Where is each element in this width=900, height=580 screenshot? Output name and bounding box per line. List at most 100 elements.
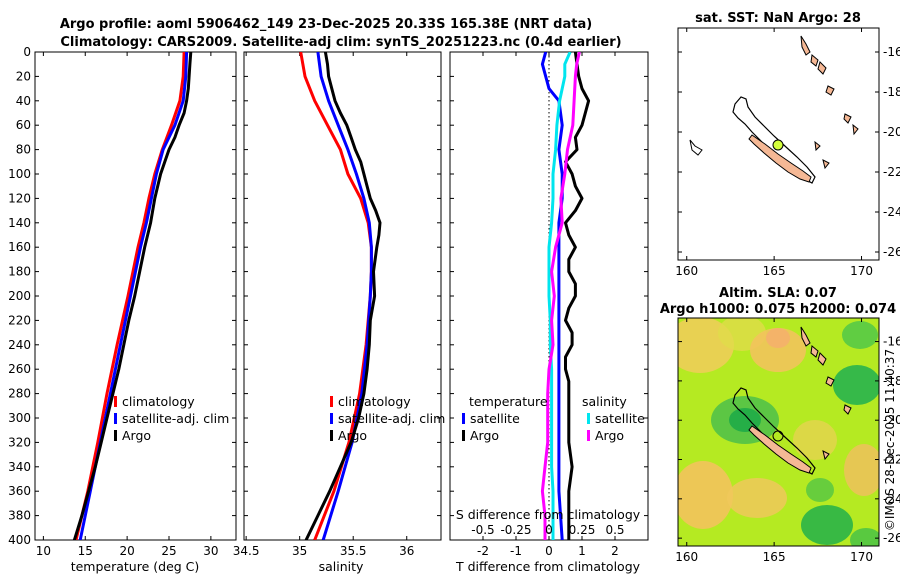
series-line-temperature-argo xyxy=(564,52,591,540)
map-y-tick-label: -26 xyxy=(883,245,900,259)
x-tick-label: 35.5 xyxy=(340,544,367,558)
difference-xlabel: T difference from climatology xyxy=(455,559,641,574)
map-y-tick-label: -20 xyxy=(883,125,900,139)
y-tick-label: 220 xyxy=(8,313,31,327)
legend-climatology: climatology xyxy=(338,394,411,409)
x-tick-label: 35 xyxy=(292,544,307,558)
y-tick-label: 340 xyxy=(8,460,31,474)
map-y-tick-label: -24 xyxy=(883,492,900,506)
salinity-panel: 34.5 35 35.5 36 xyxy=(233,51,442,558)
y-tick-label: 60 xyxy=(16,118,31,132)
y-tick-label: 180 xyxy=(8,265,31,279)
legend-satellite: satellite-adj. clim xyxy=(338,411,445,426)
sst-map: 160 165 170 -16 -18 -20 -22 -24 -26 xyxy=(675,27,900,278)
x-tick-label: 15 xyxy=(78,544,93,558)
vanuatu-island xyxy=(825,85,835,96)
series-line-argo xyxy=(72,52,193,540)
sla-high xyxy=(793,420,837,460)
map-y-tick-label: -18 xyxy=(883,85,900,99)
vanuatu-island xyxy=(843,404,852,415)
vanuatu-island xyxy=(810,345,819,358)
map-y-tick-label: -20 xyxy=(883,413,900,427)
x-tick-label: 25 xyxy=(161,544,176,558)
legend-swatch-t-argo xyxy=(462,430,465,441)
y-tick-label: 360 xyxy=(8,484,31,498)
y-tick-label: 100 xyxy=(8,167,31,181)
vanuatu-island xyxy=(817,61,827,75)
sla-high xyxy=(750,328,806,372)
sla-field xyxy=(678,318,879,546)
y-tick-label: 0 xyxy=(23,45,31,59)
series-group xyxy=(72,52,193,540)
x-tick-label: 34.5 xyxy=(233,544,260,558)
salinity-xlabel: salinity xyxy=(319,559,364,574)
difference-legend: temperature satellite Argo salinity sate… xyxy=(462,394,645,443)
legend-salinity-title: salinity xyxy=(582,394,627,409)
legend-s-satellite: satellite xyxy=(595,411,645,426)
s-tick-label: -0.25 xyxy=(500,523,531,537)
loyalty-island xyxy=(822,159,830,170)
map-y-tick-label: -22 xyxy=(883,165,900,179)
sla-map: 160 165 170 -16 -18 -20 -22 -24 -26 xyxy=(675,317,900,564)
sla-low xyxy=(801,505,853,545)
y-tick-label: 200 xyxy=(8,289,31,303)
series-line-satellite-adj-clim xyxy=(78,52,189,540)
reef-outline xyxy=(689,139,703,156)
x-tick-label: 30 xyxy=(203,544,218,558)
x-tick-label: 1 xyxy=(578,544,586,558)
y-tick-label: 120 xyxy=(8,191,31,205)
y-tick-label: 140 xyxy=(8,216,31,230)
legend-swatch-satellite xyxy=(330,413,333,424)
new-caledonia-island xyxy=(748,134,812,183)
x-tick-label: 20 xyxy=(119,544,134,558)
s-tick-label: 0 xyxy=(545,523,553,537)
x-tick-label: 0 xyxy=(545,544,553,558)
y-tick-label: 280 xyxy=(8,387,31,401)
sla-low xyxy=(806,478,834,502)
vanuatu-island xyxy=(800,35,811,56)
header-line-1: Argo profile: aoml 5906462_149 23-Dec-20… xyxy=(60,17,592,32)
loyalty-island xyxy=(822,450,830,461)
map-y-tick-label: -16 xyxy=(883,45,900,59)
y-tick-label: 380 xyxy=(8,509,31,523)
y-tick-label: 80 xyxy=(16,143,31,157)
map-x-tick-label: 170 xyxy=(850,550,873,564)
legend-swatch-argo xyxy=(330,430,333,441)
loyalty-island xyxy=(814,140,821,152)
x-tick-label: -1 xyxy=(510,544,522,558)
argo-position-marker xyxy=(772,139,784,151)
series-line-argo xyxy=(304,52,382,540)
map-y-tick-label: -18 xyxy=(883,374,900,388)
sla-high xyxy=(678,461,733,529)
legend-swatch-s-argo xyxy=(587,430,590,441)
y-tick-label: 320 xyxy=(8,435,31,449)
sla-low xyxy=(842,321,878,349)
map-x-tick-label: 160 xyxy=(675,264,698,278)
y-tick-label: 400 xyxy=(8,533,31,547)
y-tick-label: 40 xyxy=(16,94,31,108)
map-y-tick-label: -26 xyxy=(883,531,900,545)
sla-high xyxy=(727,478,787,518)
legend-swatch-s-satellite xyxy=(587,413,590,424)
header-line-2: Climatology: CARS2009. Satellite-adj cli… xyxy=(60,35,621,50)
vanuatu-island xyxy=(800,326,811,347)
legend-s-argo: Argo xyxy=(595,428,624,443)
vanuatu-island xyxy=(810,54,819,67)
y-tick-label: 240 xyxy=(8,338,31,352)
legend-argo: Argo xyxy=(338,428,367,443)
series-line-salinity-argo xyxy=(540,52,581,540)
map-x-tick-label: 170 xyxy=(850,264,873,278)
new-caledonia-island xyxy=(748,425,812,474)
temperature-panel: 10 15 20 25 30020406080100120140160180200220… xyxy=(8,45,237,558)
series-group xyxy=(540,52,591,540)
legend-swatch-climatology xyxy=(114,396,117,407)
temperature-legend: climatology satellite-adj. clim Argo xyxy=(114,394,229,443)
x-tick-label: 10 xyxy=(36,544,51,558)
series-line-satellite-adj-clim xyxy=(316,52,373,540)
map-x-tick-label: 165 xyxy=(763,264,786,278)
y-tick-label: 20 xyxy=(16,69,31,83)
vanuatu-island xyxy=(825,376,835,387)
legend-swatch-climatology xyxy=(330,396,333,407)
sla-map-frame xyxy=(677,317,880,547)
